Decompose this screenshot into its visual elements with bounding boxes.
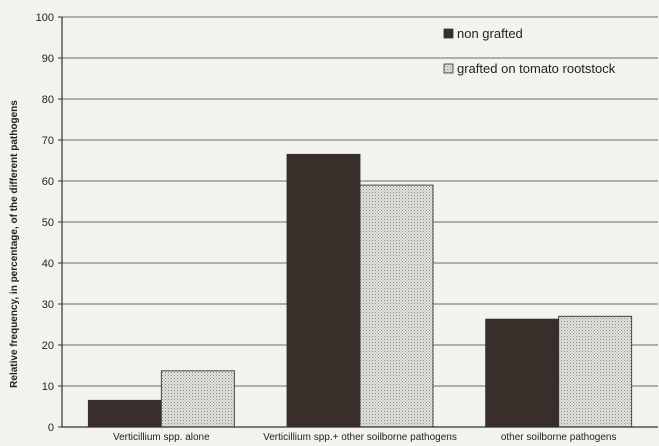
y-tick-label: 0 [48, 422, 54, 434]
y-tick-label: 70 [42, 135, 54, 147]
y-tick-label: 90 [42, 53, 54, 65]
bar-non-grafted-2 [286, 153, 361, 428]
bar-non-grafted-3 [485, 318, 560, 428]
y-tick-label: 100 [36, 12, 54, 24]
x-category-label: Verticillium spp. alone [113, 432, 210, 443]
y-tick-labels: 0 10 20 30 40 50 60 70 80 90 100 [36, 12, 62, 434]
x-category-label: Verticillium spp.+ other soilborne patho… [263, 432, 457, 443]
bar-grafted-1 [160, 370, 235, 428]
y-tick-label: 20 [42, 340, 54, 352]
y-tick-label: 60 [42, 176, 54, 188]
legend-swatch [443, 28, 454, 39]
x-category-label: other soilborne pathogens [501, 432, 617, 443]
y-tick-label: 80 [42, 94, 54, 106]
legend-label: grafted on tomato rootstock [457, 61, 616, 76]
bars [87, 153, 633, 428]
y-tick-label: 40 [42, 258, 54, 270]
bar-grafted-3 [558, 315, 633, 428]
legend-label: non grafted [457, 26, 523, 41]
x-tick-labels: Verticillium spp. alone Verticillium spp.… [113, 432, 617, 443]
y-tick-label: 30 [42, 299, 54, 311]
bar-non-grafted-1 [87, 399, 162, 428]
y-axis-label: Relative frequency, in percentage, of th… [9, 100, 20, 388]
y-tick-label: 50 [42, 217, 54, 229]
y-tick-label: 10 [42, 381, 54, 393]
legend: non grafted grafted on tomato rootstock [443, 26, 616, 76]
bar-grafted-2 [359, 184, 434, 428]
legend-swatch [443, 63, 454, 74]
